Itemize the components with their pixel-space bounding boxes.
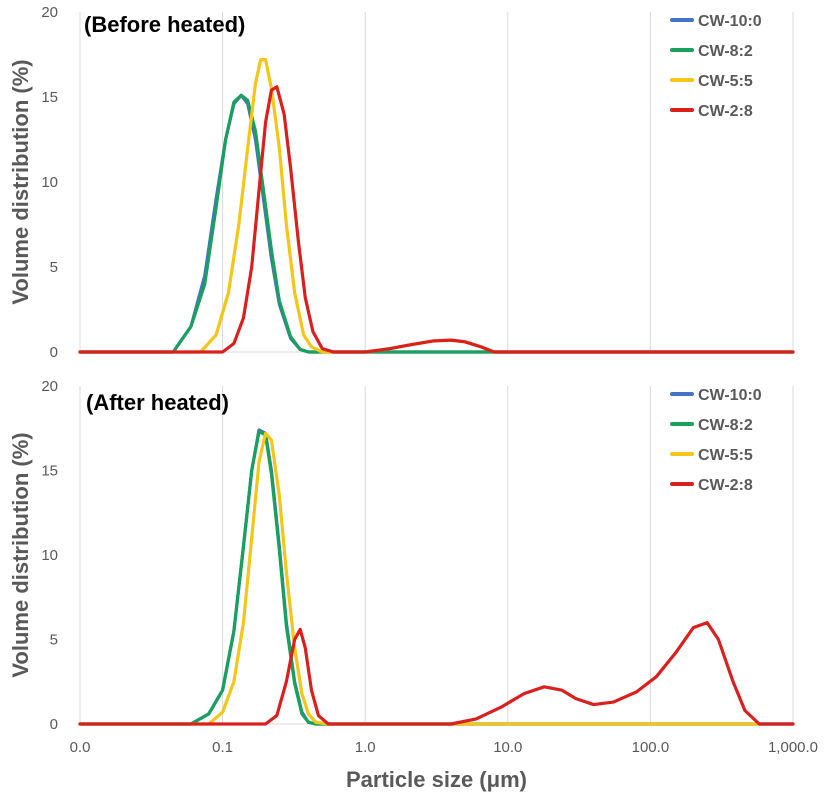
y-tick-label: 0	[50, 716, 58, 733]
x-tick-label: 10.0	[493, 739, 522, 756]
series-line-cw-10-0	[78, 428, 795, 726]
y-axis-title: Volume distribution (%)	[8, 432, 33, 677]
before-heated-panel: 0 5 10 15 20 (Before heated) CW-10:0 CW-8:2 CW-5…	[8, 4, 795, 361]
x-tick-label: 1.0	[355, 739, 376, 756]
after-heated-panel: 0 5 10 15 20 0.0 0.1 1.0 10.0 100.0 1,000.0 (After …	[8, 378, 818, 792]
x-tick-label: 0.0	[70, 739, 91, 756]
y-tick-label: 5	[50, 259, 58, 276]
y-tick-label: 10	[41, 174, 58, 191]
y-tick-label: 15	[41, 463, 58, 480]
y-tick-label: 20	[41, 378, 58, 395]
series-line-cw-10-0	[78, 93, 795, 354]
series-line-cw-5-5	[78, 431, 763, 726]
panel-title: (Before heated)	[84, 12, 245, 37]
x-tick-label: 1,000.0	[768, 739, 818, 756]
y-axis-title: Volume distribution (%)	[8, 59, 33, 304]
legend-label: CW-5:5	[698, 447, 753, 464]
legend-label: CW-10:0	[698, 387, 762, 404]
panel-title: (After heated)	[86, 390, 229, 415]
legend-label: CW-2:8	[698, 477, 753, 494]
series-line-cw-8-2	[78, 430, 795, 726]
y-tick-label: 15	[41, 89, 58, 106]
legend-label: CW-10:0	[698, 13, 762, 30]
series-line-cw-8-2	[78, 93, 795, 354]
legend-label: CW-8:2	[698, 43, 753, 60]
legend-label: CW-8:2	[698, 417, 753, 434]
x-tick-label: 0.1	[212, 739, 233, 756]
y-tick-label: 0	[50, 344, 58, 361]
series-line-cw-2-8	[78, 621, 795, 726]
legend-label: CW-2:8	[698, 103, 753, 120]
y-tick-label: 10	[41, 547, 58, 564]
x-tick-label: 100.0	[632, 739, 670, 756]
series-line-cw-5-5	[78, 58, 795, 354]
x-axis-title: Particle size (μm)	[346, 767, 527, 792]
y-tick-label: 20	[41, 4, 58, 21]
series-line-cw-2-8	[78, 85, 795, 354]
legend-label: CW-5:5	[698, 73, 753, 90]
y-tick-label: 5	[50, 632, 58, 649]
